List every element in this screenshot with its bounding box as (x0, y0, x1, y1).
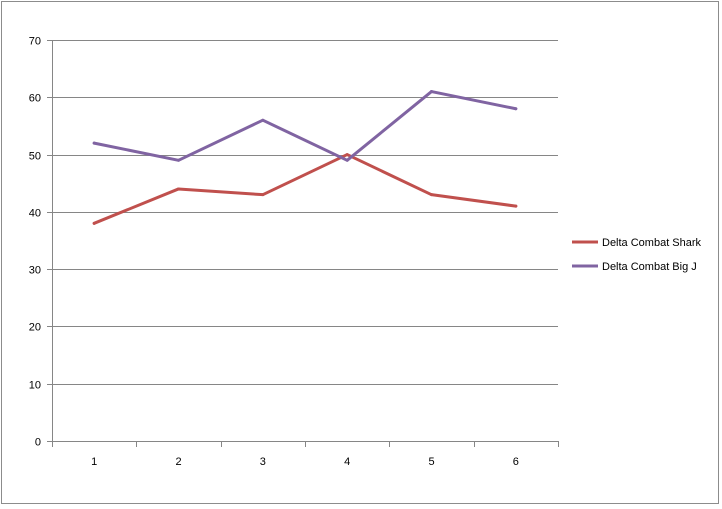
y-tick-label: 40 (29, 208, 41, 220)
data-point (345, 153, 349, 157)
x-tick-labels: 1 2 3 4 5 6 (91, 456, 519, 468)
data-point (261, 118, 265, 122)
axes (47, 40, 559, 447)
series-line-1 (92, 153, 518, 225)
data-point (177, 187, 180, 191)
y-tick-label: 50 (29, 151, 41, 163)
data-point (177, 158, 180, 162)
data-point (261, 193, 265, 197)
legend-label: Delta Combat Big J (602, 261, 697, 273)
data-point (345, 158, 349, 162)
data-point (430, 193, 433, 197)
x-tick-label: 4 (344, 456, 350, 468)
y-tick-label: 30 (29, 265, 41, 277)
gridlines (52, 40, 558, 385)
y-tick-label: 0 (35, 437, 41, 449)
x-tick-label: 6 (513, 456, 519, 468)
data-point (514, 107, 518, 111)
data-point (92, 221, 96, 225)
x-tick-label: 3 (260, 456, 266, 468)
series-lines (92, 90, 518, 225)
data-point (514, 204, 518, 208)
x-tick-label: 5 (428, 456, 434, 468)
y-tick-label: 10 (29, 380, 41, 392)
legend: Delta Combat Shark Delta Combat Big J (572, 237, 702, 273)
x-tick-label: 2 (175, 456, 181, 468)
y-tick-labels: 0 10 20 30 40 50 60 70 (29, 36, 41, 449)
data-point (92, 141, 96, 145)
legend-label: Delta Combat Shark (602, 237, 702, 249)
y-tick-label: 70 (29, 36, 41, 48)
x-tick-label: 1 (91, 456, 97, 468)
y-tick-label: 60 (29, 93, 41, 105)
series-line-2 (92, 90, 518, 162)
data-point (430, 90, 433, 94)
y-tick-label: 20 (29, 322, 41, 334)
